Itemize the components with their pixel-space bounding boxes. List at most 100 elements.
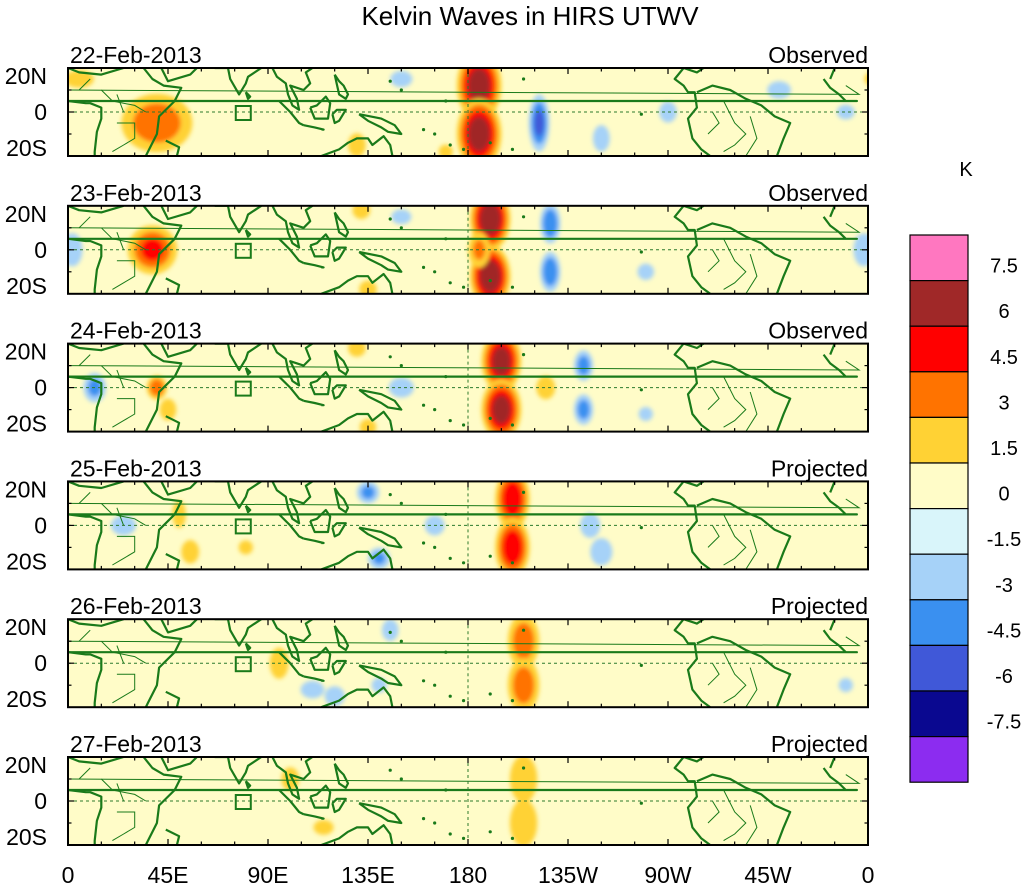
contour-cell <box>502 529 523 565</box>
coastline <box>271 205 314 249</box>
panel-2: 20N 0 20S 23-Feb-2013 Observed <box>5 180 869 299</box>
island-dot <box>521 490 526 494</box>
contour-cell <box>438 144 453 156</box>
coastlines <box>68 481 861 570</box>
country-border <box>78 629 91 642</box>
contour-cell <box>637 263 655 280</box>
colorbar-label: -6 <box>995 666 1013 688</box>
coastline <box>829 619 836 631</box>
island-dot <box>488 554 492 558</box>
coastline <box>271 68 314 111</box>
lat-tick-label: 20S <box>6 686 47 712</box>
coastline <box>309 371 332 396</box>
coastline <box>244 780 252 789</box>
country-border <box>100 503 147 526</box>
panel-ticks <box>67 480 869 571</box>
lat-tick-label: 20S <box>6 548 47 574</box>
contour-cell <box>468 68 491 104</box>
lat-tick-label: 0 <box>34 788 47 814</box>
coastline <box>68 619 124 627</box>
island-dot <box>433 408 437 412</box>
island-dot <box>421 817 426 821</box>
island-dot <box>399 777 403 781</box>
panel-3: 20N 0 20S 24-Feb-2013 Observed <box>5 318 869 437</box>
island-dot <box>510 423 515 427</box>
panel-ticks <box>67 205 869 295</box>
coastline <box>320 410 394 432</box>
colorbar-swatch <box>909 371 969 418</box>
island-dot <box>461 423 466 427</box>
coastline <box>358 250 403 273</box>
country-border <box>112 260 136 290</box>
contour-cell <box>149 379 165 397</box>
colorbar-swatch <box>909 416 969 464</box>
colorbar-swatch <box>909 553 969 601</box>
island-dot <box>488 830 492 834</box>
coastline <box>309 784 332 809</box>
coastline <box>303 261 325 269</box>
panels: 20N 0 20S 22-Feb-2013 Observed 20N 0 20S 23-Feb-… <box>5 42 869 850</box>
panel-date: 23-Feb-2013 <box>70 180 202 206</box>
coastline <box>309 233 332 258</box>
coastline <box>68 481 124 490</box>
country-border <box>100 778 147 802</box>
colorbar-swatch <box>909 234 969 282</box>
lat-tick-label: 20N <box>5 201 47 227</box>
box-marker <box>234 656 252 673</box>
island-dot <box>399 226 403 230</box>
coastline <box>358 388 403 411</box>
lon-tick-label: 135W <box>538 862 598 887</box>
contour-cell <box>577 399 590 420</box>
contour-cell <box>181 540 200 564</box>
island-dot <box>388 493 392 497</box>
colorbar-label: 7.5 <box>990 256 1018 278</box>
box-marker <box>234 794 252 810</box>
coastline <box>696 773 792 845</box>
coastline <box>160 619 198 634</box>
coastline <box>165 139 181 156</box>
lat-tick-label: 20S <box>6 824 47 850</box>
contour-cell <box>359 419 377 432</box>
country-border <box>116 507 125 526</box>
coastline <box>68 513 103 570</box>
island-dot <box>388 217 392 221</box>
coastline <box>68 99 103 156</box>
coastline <box>333 487 350 514</box>
lat-tick-label: 20S <box>6 135 47 161</box>
colorbar-label: -3 <box>995 575 1013 597</box>
country-border <box>723 238 747 290</box>
coastline <box>160 343 198 358</box>
island-dot <box>639 663 643 668</box>
panel-date: 27-Feb-2013 <box>70 731 202 757</box>
coastline <box>68 629 858 654</box>
country-border <box>707 662 720 686</box>
lat-tick-label: 20N <box>5 476 47 502</box>
panel-status: Observed <box>768 318 868 344</box>
coastline <box>696 497 792 570</box>
lat-tick-label: 0 <box>34 512 47 538</box>
island-dot <box>444 99 448 103</box>
panel-ticks <box>67 618 869 708</box>
coastlines <box>68 619 861 708</box>
coastline <box>244 229 252 238</box>
lat-tick-label: 0 <box>34 99 47 125</box>
contour-cell <box>381 619 399 642</box>
country-border <box>745 116 758 156</box>
island-dot <box>444 512 448 517</box>
panel-status: Observed <box>768 180 868 206</box>
contour-cell <box>388 377 414 398</box>
panel-ticks <box>67 756 869 846</box>
coastline <box>68 757 124 765</box>
colorbar-label: 3 <box>998 392 1009 414</box>
island-dot <box>433 683 437 687</box>
country-border <box>745 529 758 570</box>
island-dot <box>433 821 437 825</box>
panel-date: 22-Feb-2013 <box>70 42 202 68</box>
coastline <box>333 625 350 652</box>
coastline <box>271 481 314 525</box>
island-dot <box>448 419 452 423</box>
island-dot <box>444 237 448 241</box>
contour-cell <box>502 481 523 517</box>
coastlines <box>68 343 861 432</box>
